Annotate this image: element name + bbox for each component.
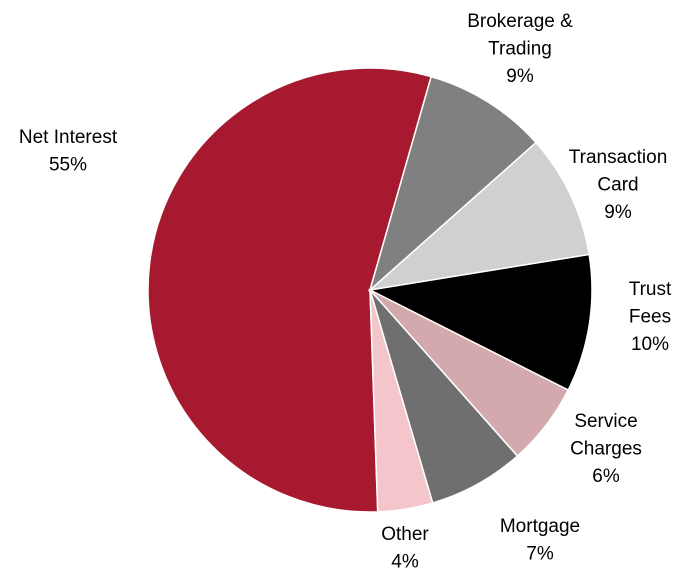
- slice-label: Fees: [629, 307, 671, 328]
- slice-label: Mortgage: [500, 516, 580, 537]
- slice-value-label: 55%: [49, 155, 87, 176]
- slice-label: Card: [597, 175, 638, 196]
- pie-slice: [369, 289, 434, 513]
- slice-value-label: 4%: [391, 552, 419, 573]
- pie-slice: [367, 253, 593, 392]
- slice-value-label: 10%: [631, 334, 669, 355]
- slice-value-label: 9%: [506, 66, 534, 87]
- slice-value-label: 6%: [592, 466, 620, 487]
- slice-value-label: 9%: [604, 202, 632, 223]
- slice-label: Transaction: [569, 147, 668, 168]
- pie-slice: [368, 75, 538, 293]
- slice-label: Trading: [488, 39, 552, 60]
- slice-label: Trust: [629, 279, 672, 300]
- slice-label: Charges: [570, 439, 642, 460]
- slice-label: Net Interest: [19, 127, 118, 148]
- pie-slice: [147, 67, 433, 513]
- slice-label: Service: [574, 411, 637, 432]
- slice-label: Brokerage &: [467, 11, 573, 32]
- slice-label: Other: [381, 524, 429, 545]
- slice-value-label: 7%: [526, 544, 554, 565]
- pie-slice: [367, 141, 591, 292]
